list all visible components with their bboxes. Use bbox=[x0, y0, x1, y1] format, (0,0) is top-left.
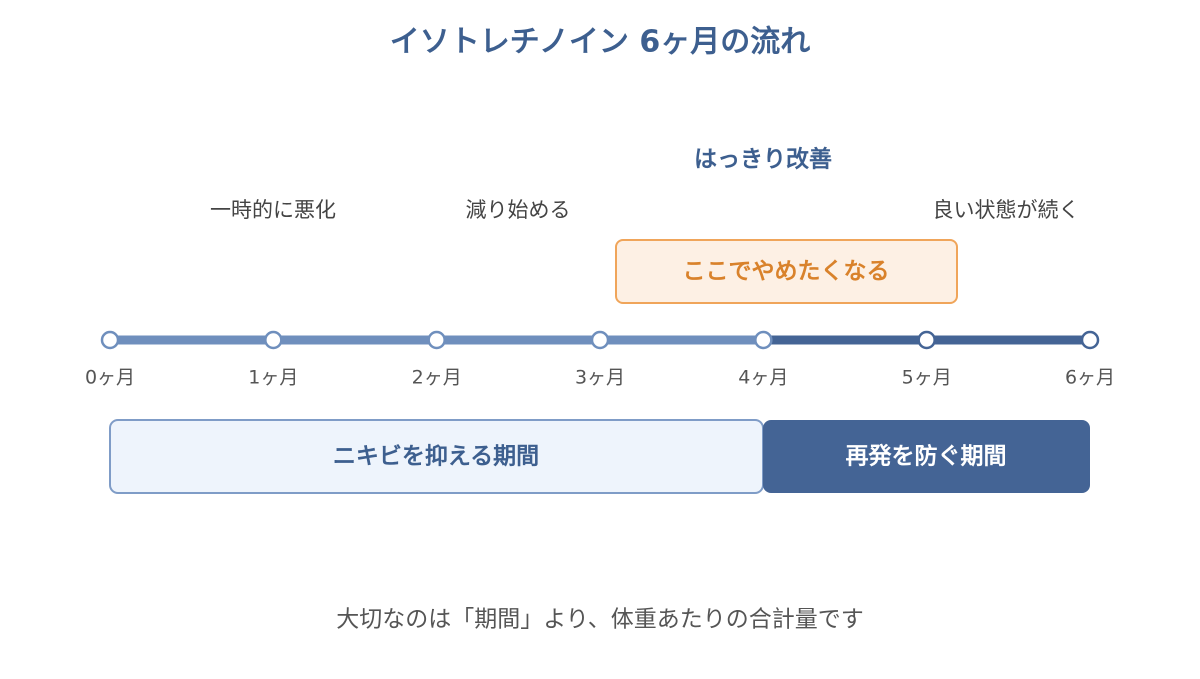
tick-label: 2ヶ月 bbox=[412, 367, 462, 389]
timeline-node bbox=[1080, 330, 1100, 350]
timeline-node bbox=[590, 330, 610, 350]
timeline-node bbox=[917, 330, 936, 350]
tick-label: 3ヶ月 bbox=[575, 367, 625, 389]
timeline-nodes bbox=[100, 330, 1100, 350]
title: イソトレチノイン 6ヶ月の流れ bbox=[390, 25, 810, 60]
callout-text: ここでやめたくなる bbox=[683, 259, 890, 285]
phase-label: ニキビを抑える期間 bbox=[333, 444, 539, 470]
milestone: はっきり改善 bbox=[694, 146, 832, 173]
tick-label: 1ヶ月 bbox=[248, 367, 298, 389]
milestone: 良い状態が続く bbox=[933, 198, 1080, 222]
phase-label: 再発を防ぐ期間 bbox=[846, 443, 1007, 470]
timeline-node bbox=[264, 330, 283, 350]
tick-label: 6ヶ月 bbox=[1065, 367, 1115, 389]
timeline-node bbox=[754, 330, 773, 350]
tick-label: 0ヶ月 bbox=[85, 367, 135, 389]
tick-label: 5ヶ月 bbox=[902, 367, 952, 389]
footer: 大切なのは「期間」より、体重あたりの合計量です bbox=[336, 607, 864, 633]
phase-box bbox=[763, 420, 1090, 493]
timeline-node bbox=[100, 330, 120, 350]
tick-label: 4ヶ月 bbox=[738, 367, 788, 389]
timeline-node bbox=[427, 330, 446, 350]
milestone: 一時的に悪化 bbox=[210, 198, 336, 222]
milestone: 減り始める bbox=[466, 198, 571, 222]
callout-box bbox=[615, 239, 958, 304]
